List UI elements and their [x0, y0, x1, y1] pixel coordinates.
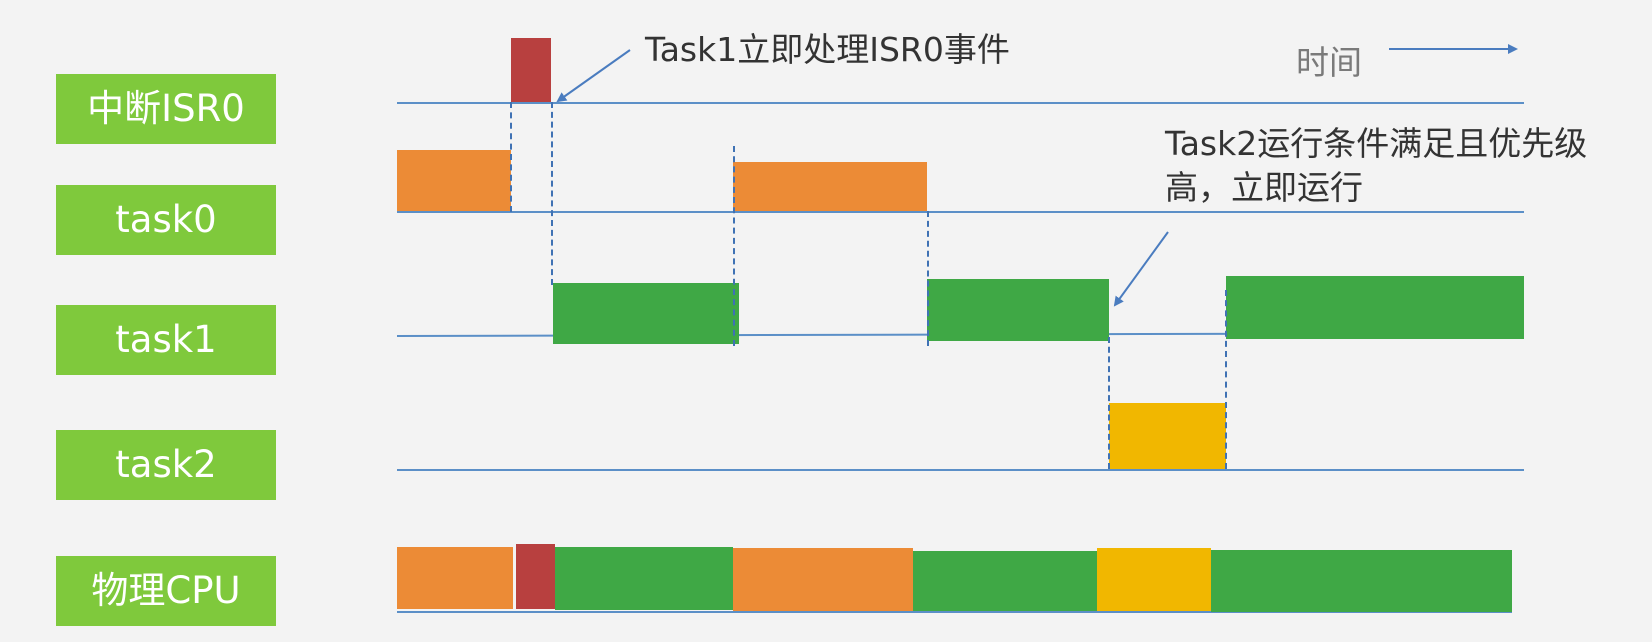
annotation-arrow-task2	[1115, 232, 1168, 305]
annotation-arrow-isr0	[558, 50, 630, 101]
